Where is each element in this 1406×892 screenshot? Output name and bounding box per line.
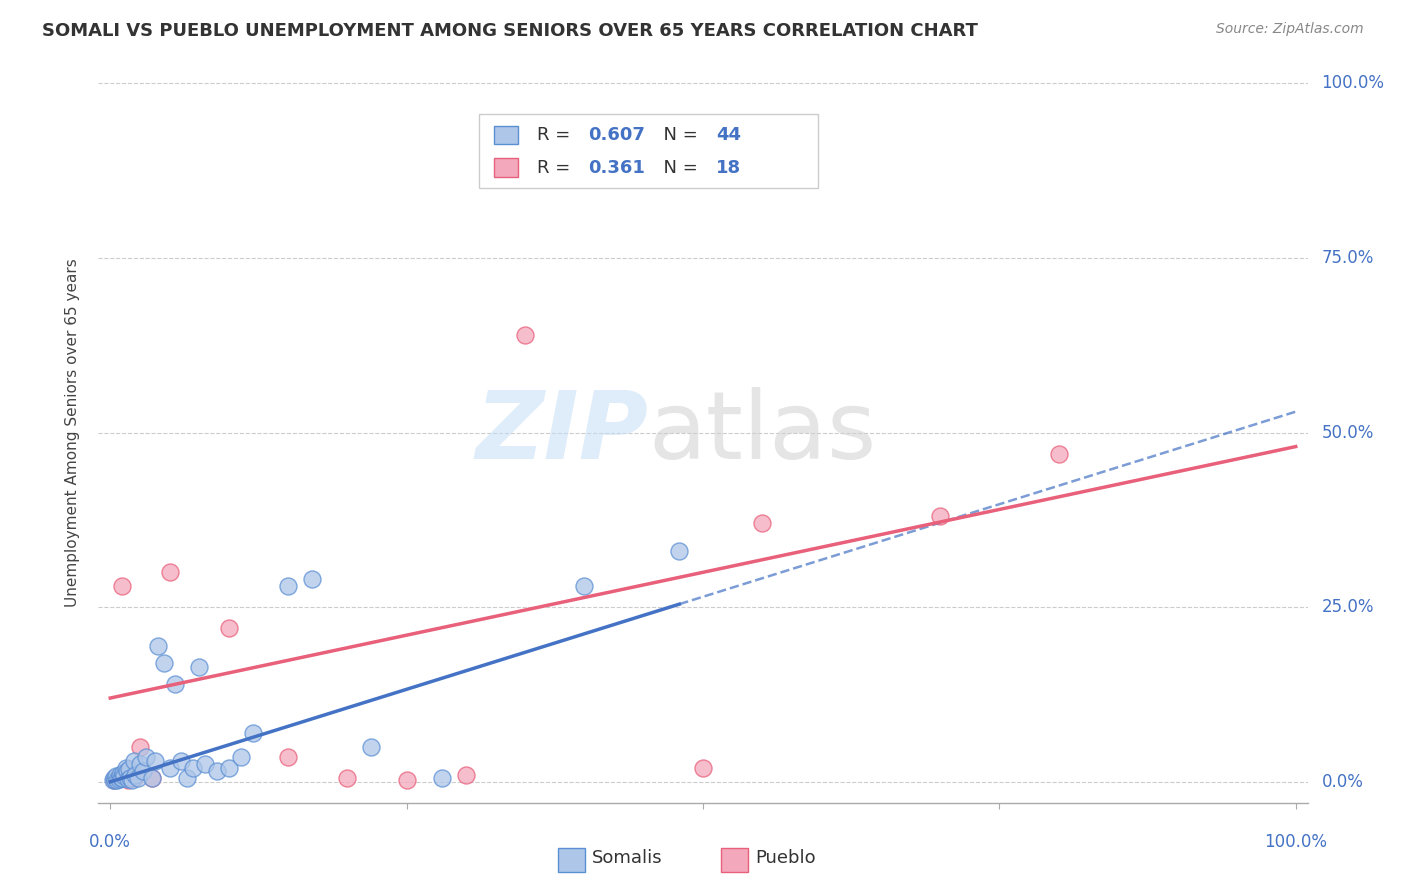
- Point: [117, 772, 139, 787]
- Text: N =: N =: [652, 126, 704, 144]
- Point: [277, 750, 299, 764]
- Point: [218, 761, 240, 775]
- Point: [574, 579, 596, 593]
- FancyBboxPatch shape: [479, 114, 818, 188]
- Point: [395, 773, 418, 788]
- Point: [165, 677, 187, 691]
- Point: [188, 659, 211, 673]
- Point: [181, 761, 204, 775]
- Point: [114, 769, 136, 783]
- Text: 44: 44: [716, 126, 741, 144]
- Point: [194, 757, 217, 772]
- Text: 0.0%: 0.0%: [90, 833, 131, 851]
- Text: 100.0%: 100.0%: [1264, 833, 1327, 851]
- Point: [117, 772, 139, 786]
- Text: atlas: atlas: [648, 386, 877, 479]
- Point: [301, 572, 323, 586]
- Point: [218, 621, 240, 635]
- Point: [103, 772, 125, 786]
- Point: [127, 772, 149, 786]
- Point: [360, 739, 382, 754]
- Text: Source: ZipAtlas.com: Source: ZipAtlas.com: [1216, 22, 1364, 37]
- Y-axis label: Unemployment Among Seniors over 65 years: Unemployment Among Seniors over 65 years: [65, 259, 80, 607]
- Text: 100.0%: 100.0%: [1322, 74, 1385, 93]
- Point: [143, 754, 166, 768]
- Point: [112, 766, 135, 780]
- Point: [107, 772, 129, 786]
- Point: [115, 764, 138, 779]
- Point: [105, 773, 128, 788]
- Point: [141, 772, 163, 786]
- Point: [132, 764, 155, 779]
- Text: R =: R =: [537, 159, 576, 177]
- Point: [176, 772, 198, 786]
- Point: [101, 773, 124, 788]
- Text: R =: R =: [537, 126, 576, 144]
- Point: [751, 516, 773, 531]
- Point: [229, 750, 252, 764]
- Point: [929, 509, 952, 524]
- Point: [122, 754, 145, 768]
- Point: [692, 761, 714, 775]
- Point: [124, 768, 146, 782]
- Text: 0.361: 0.361: [588, 159, 645, 177]
- Point: [108, 768, 131, 782]
- FancyBboxPatch shape: [494, 158, 517, 177]
- Text: Somalis: Somalis: [592, 849, 662, 867]
- Point: [129, 739, 152, 754]
- FancyBboxPatch shape: [721, 848, 748, 871]
- Text: N =: N =: [652, 159, 704, 177]
- Text: 75.0%: 75.0%: [1322, 249, 1374, 267]
- Point: [432, 772, 454, 786]
- Text: Pueblo: Pueblo: [755, 849, 815, 867]
- Point: [105, 769, 128, 783]
- Point: [159, 566, 181, 580]
- Text: 0.0%: 0.0%: [1322, 772, 1364, 791]
- Text: SOMALI VS PUEBLO UNEMPLOYMENT AMONG SENIORS OVER 65 YEARS CORRELATION CHART: SOMALI VS PUEBLO UNEMPLOYMENT AMONG SENI…: [42, 22, 979, 40]
- Point: [111, 772, 134, 786]
- Point: [105, 772, 128, 786]
- Point: [111, 579, 134, 593]
- Point: [146, 639, 169, 653]
- Point: [205, 764, 228, 779]
- Text: 25.0%: 25.0%: [1322, 599, 1374, 616]
- Point: [454, 768, 477, 782]
- Text: 50.0%: 50.0%: [1322, 424, 1374, 442]
- Point: [277, 579, 299, 593]
- Point: [104, 772, 127, 787]
- Point: [129, 757, 152, 772]
- Point: [159, 761, 181, 775]
- Point: [110, 771, 132, 785]
- FancyBboxPatch shape: [558, 848, 585, 871]
- Point: [668, 544, 690, 558]
- Point: [103, 772, 125, 787]
- Point: [336, 772, 359, 786]
- Text: 18: 18: [716, 159, 741, 177]
- Point: [121, 773, 143, 788]
- Point: [120, 772, 142, 786]
- Point: [242, 726, 264, 740]
- Point: [515, 327, 537, 342]
- Point: [152, 656, 174, 670]
- Point: [118, 762, 141, 776]
- Point: [141, 772, 163, 786]
- Point: [1047, 446, 1070, 460]
- Point: [170, 754, 193, 768]
- Point: [122, 772, 145, 786]
- Point: [114, 761, 136, 775]
- Text: ZIP: ZIP: [475, 386, 648, 479]
- Point: [135, 750, 157, 764]
- Text: 0.607: 0.607: [588, 126, 645, 144]
- FancyBboxPatch shape: [494, 126, 517, 145]
